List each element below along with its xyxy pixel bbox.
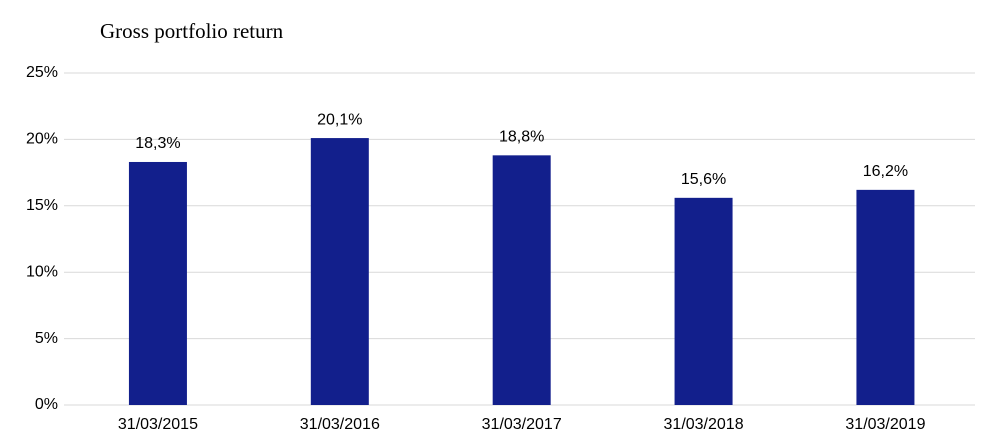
y-tick-label: 0% [35,396,58,413]
data-label: 20,1% [317,111,362,128]
bar [674,197,733,405]
y-tick-label: 20% [26,131,58,148]
bar [310,138,369,405]
bar [128,161,187,405]
data-label: 16,2% [863,163,908,180]
y-tick-label: 15% [26,197,58,214]
x-tick-label: 31/03/2018 [664,416,744,433]
data-label: 18,8% [499,129,544,146]
y-tick-label: 25% [26,64,58,81]
y-tick-label: 5% [35,330,58,347]
y-tick-label: 10% [26,263,58,280]
bar [492,155,551,405]
x-tick-label: 31/03/2015 [118,416,198,433]
x-tick-label: 31/03/2016 [300,416,380,433]
x-tick-label: 31/03/2017 [482,416,562,433]
data-label: 18,3% [135,135,180,152]
data-label: 15,6% [681,171,726,188]
x-tick-label: 31/03/2019 [845,416,925,433]
bar [856,189,915,405]
chart-title: Gross portfolio return [100,19,284,43]
